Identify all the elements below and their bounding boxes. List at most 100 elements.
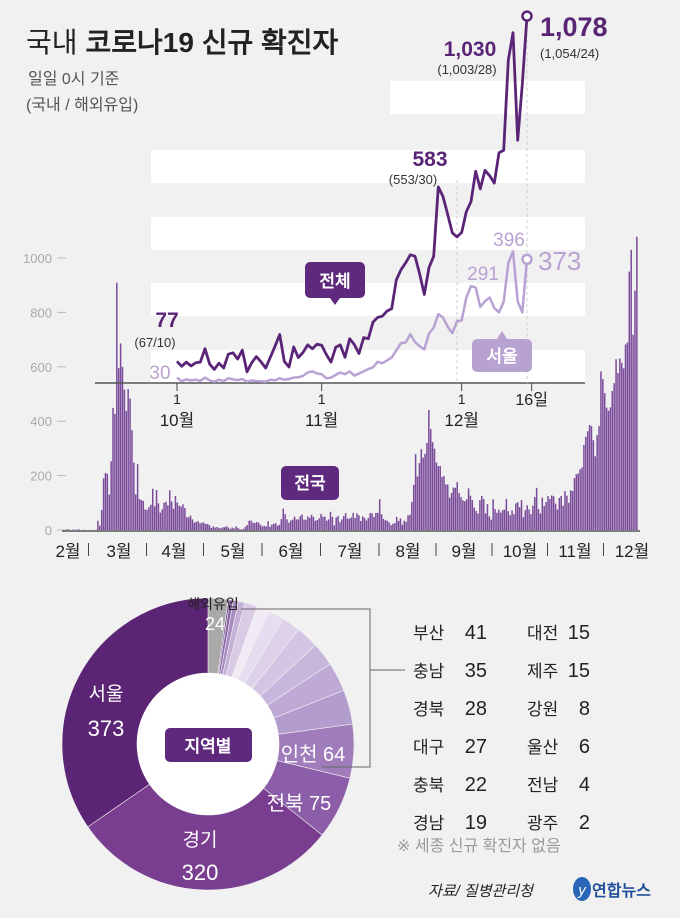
bar-day-287: [605, 407, 608, 530]
bar-day-38: [134, 494, 137, 530]
bar-day-158: [361, 516, 364, 530]
y-tick-label: 1000: [23, 251, 52, 266]
y-tick-label: 0: [45, 523, 52, 538]
legend-region-value: 19: [465, 812, 487, 834]
bar-day-146: [339, 522, 341, 530]
bar-day-161: [367, 518, 370, 530]
bar-day-2: [66, 529, 69, 530]
bar-day-64: [184, 507, 186, 530]
bar-day-87: [227, 527, 230, 530]
bar-day-91: [235, 526, 237, 530]
bar-day-214: [467, 488, 470, 530]
bar-day-56: [169, 490, 171, 530]
bar-day-26: [112, 407, 114, 530]
bar-day-200: [441, 476, 443, 530]
legend-region-name: 충남: [413, 662, 445, 681]
subtitle-breakdown: (국내 / 해외유입): [26, 96, 138, 114]
source-credit: 자료/ 질병관리청: [428, 883, 535, 900]
annotation-396: 396: [493, 230, 525, 251]
bar-day-198: [437, 466, 440, 530]
bar-day-207: [454, 487, 457, 530]
bar-day-47: [151, 488, 154, 530]
bar-day-226: [490, 519, 493, 530]
bar-day-223: [484, 513, 487, 530]
bar-day-231: [499, 512, 502, 530]
bar-day-149: [344, 513, 347, 530]
bar-day-33: [125, 410, 128, 530]
bar-day-269: [571, 491, 574, 530]
bar-day-290: [611, 391, 614, 530]
bar-day-245: [526, 505, 528, 530]
bar-day-156: [358, 515, 360, 530]
bar-day-67: [189, 515, 192, 530]
bar-day-179: [401, 524, 404, 530]
seoul-series-label: 서울: [472, 331, 532, 372]
bar-day-282: [596, 435, 598, 530]
bar-day-208: [456, 482, 458, 530]
bar-day-153: [352, 512, 354, 530]
bar-day-250: [535, 487, 538, 530]
bar-day-178: [399, 518, 402, 530]
bar-day-132: [312, 516, 315, 530]
bar-day-154: [354, 518, 356, 530]
bar-day-205: [450, 493, 453, 530]
bar-day-249: [533, 497, 536, 530]
bar-day-147: [341, 519, 343, 530]
bar-day-185: [412, 484, 415, 530]
annotation-1078: 1,078: [540, 12, 608, 42]
bar-day-163: [371, 513, 373, 530]
bar-day-133: [314, 520, 317, 530]
month-label: 11월: [558, 542, 591, 561]
legend-region-value: 15: [568, 660, 590, 682]
bar-day-40: [138, 498, 141, 530]
line-tick-label: 1: [458, 391, 466, 407]
bar-day-52: [161, 509, 163, 530]
bar-day-170: [384, 520, 387, 530]
bar-day-24: [108, 494, 111, 530]
bar-day-51: [159, 512, 162, 530]
legend-region-value: 35: [465, 660, 487, 682]
bar-day-276: [585, 436, 587, 530]
bar-day-78: [210, 527, 213, 530]
bar-day-298: [626, 342, 629, 530]
bar-day-277: [586, 431, 589, 530]
legend-region-value: 28: [465, 698, 487, 720]
legend-region-name: 광주: [527, 814, 558, 833]
bar-day-31: [121, 366, 124, 530]
bar-day-135: [318, 518, 320, 530]
bar-day-76: [206, 524, 209, 530]
line-series-total: [175, 16, 529, 374]
bar-day-275: [583, 444, 585, 530]
bar-day-81: [216, 527, 218, 530]
bar-day-104: [259, 524, 262, 530]
bar-day-303: [636, 236, 638, 530]
y-axis: 0 200 400 600 800 1000: [23, 251, 66, 538]
y-tick-label: 600: [30, 360, 52, 375]
annotation-oct1-total: 77: [155, 309, 178, 332]
bar-day-108: [267, 521, 269, 530]
bar-day-265: [564, 491, 566, 530]
bar-day-229: [496, 512, 498, 530]
line-tick-label: 1: [173, 391, 181, 407]
legend-region-name: 전남: [527, 776, 559, 795]
annotation-583: 583: [412, 148, 447, 171]
month-label: 7월: [337, 542, 362, 561]
seoul-endpoint-marker: [521, 253, 533, 266]
bar-day-196: [433, 448, 436, 530]
bar-day-239: [515, 503, 517, 530]
line-tick-month: 12월: [444, 411, 479, 430]
month-label: 8월: [395, 542, 420, 561]
bar-day-85: [223, 527, 226, 530]
bar-day-114: [278, 524, 281, 530]
bar-day-8: [78, 529, 80, 530]
bar-day-254: [543, 506, 545, 530]
bar-day-145: [337, 516, 339, 530]
bar-day-299: [628, 271, 631, 530]
bar-day-175: [394, 523, 396, 530]
bar-day-193: [428, 410, 430, 530]
bar-day-19: [99, 525, 101, 530]
bar-day-111: [273, 523, 275, 530]
bar-day-172: [388, 522, 390, 530]
